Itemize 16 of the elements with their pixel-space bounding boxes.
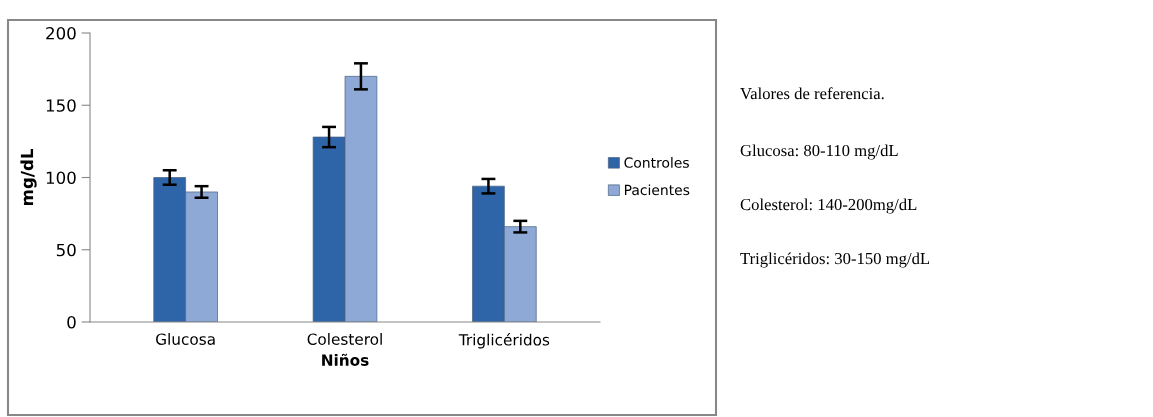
y-tick-label: 100 (46, 171, 76, 185)
y-tick-label: 150 (46, 99, 76, 112)
x-tick-label: Triglicéridos (458, 333, 550, 349)
text: Glucosa: 80-110 mg/dL (740, 144, 898, 160)
y-tick-label: 50 (56, 243, 76, 257)
x-axis-title: Niños (322, 353, 369, 366)
x-tick-label: Glucosa (156, 333, 215, 345)
legend-label: Pacientes (624, 184, 690, 196)
text: Colesterol: 140-200mg/dL (740, 198, 917, 214)
y-tick-label: 200 (46, 26, 76, 40)
text: Triglicéridos: 30-150 mg/dL (740, 252, 930, 268)
y-axis-title: mg/dL (20, 148, 37, 206)
legend-label: Controles (624, 157, 689, 168)
text: Valores de referencia. (740, 87, 884, 100)
x-tick-label: Colesterol (307, 333, 382, 345)
y-tick-label: 0 (67, 315, 76, 329)
